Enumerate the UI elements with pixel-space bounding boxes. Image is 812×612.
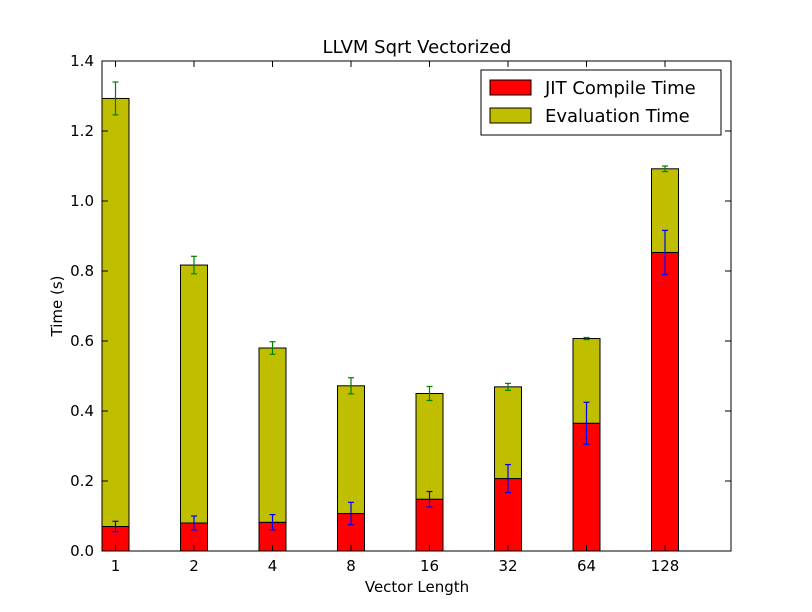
bar-eval-4	[258, 347, 287, 523]
errorbar-eval-4	[269, 341, 276, 355]
errorbar-jit-1	[112, 520, 119, 533]
errorbar-eval-32	[505, 382, 511, 391]
errorbar-eval-1	[112, 81, 119, 116]
y-tick-label: 0.4	[70, 402, 94, 420]
bar-eval-2	[180, 264, 208, 524]
x-tick-label: 8	[346, 557, 356, 575]
legend-swatch	[489, 107, 532, 124]
errorbar-eval-8	[348, 377, 354, 395]
plot-area: 0.0 0.2 0.4 0.6 0.8 1.0 1.2 1.4 1 2 4 8 16 32 64 128	[70, 52, 732, 575]
bar-eval-16	[415, 393, 444, 500]
x-tick-label: 128	[651, 557, 680, 575]
x-tick-label: 64	[577, 557, 596, 575]
axes-frame	[101, 60, 732, 552]
errorbar-jit-128	[662, 229, 668, 276]
x-axis-label: Vector Length	[365, 578, 469, 596]
y-tick-label: 1.2	[70, 122, 94, 140]
legend-label: Evaluation Time	[545, 106, 690, 127]
errorbar-eval-16	[426, 385, 433, 402]
legend-swatch	[489, 79, 532, 96]
errorbar-jit-16	[426, 490, 433, 508]
x-tick-label: 32	[498, 557, 517, 575]
y-tick-label: 0.0	[70, 542, 94, 560]
x-tick-label: 4	[268, 557, 278, 575]
errorbar-jit-4	[269, 513, 276, 531]
x-tick-label: 1	[111, 557, 121, 575]
errorbar-jit-64	[583, 401, 590, 445]
errorbar-jit-8	[348, 501, 354, 526]
errorbar-eval-2	[191, 255, 197, 275]
errorbar-eval-128	[662, 165, 668, 173]
bar-jit-128	[651, 251, 679, 552]
y-axis-label: Time (s)	[48, 276, 66, 338]
y-tick-label: 0.6	[70, 332, 94, 350]
bar-eval-1	[101, 97, 130, 527]
y-tick-label: 1.0	[70, 192, 94, 210]
chart-title: LLVM Sqrt Vectorized	[323, 37, 512, 58]
legend: JIT Compile Time Evaluation Time	[480, 69, 722, 136]
x-tick-label: 16	[420, 557, 439, 575]
y-tick-label: 0.8	[70, 262, 94, 280]
x-tick-label: 2	[189, 557, 199, 575]
y-tick-label: 1.4	[70, 52, 94, 70]
y-tick-label: 0.2	[70, 472, 94, 490]
errorbar-eval-64	[583, 336, 590, 341]
legend-label: JIT Compile Time	[544, 78, 696, 99]
errorbar-jit-32	[505, 463, 511, 494]
bar-eval-8	[337, 385, 365, 515]
errorbar-jit-2	[191, 515, 197, 531]
